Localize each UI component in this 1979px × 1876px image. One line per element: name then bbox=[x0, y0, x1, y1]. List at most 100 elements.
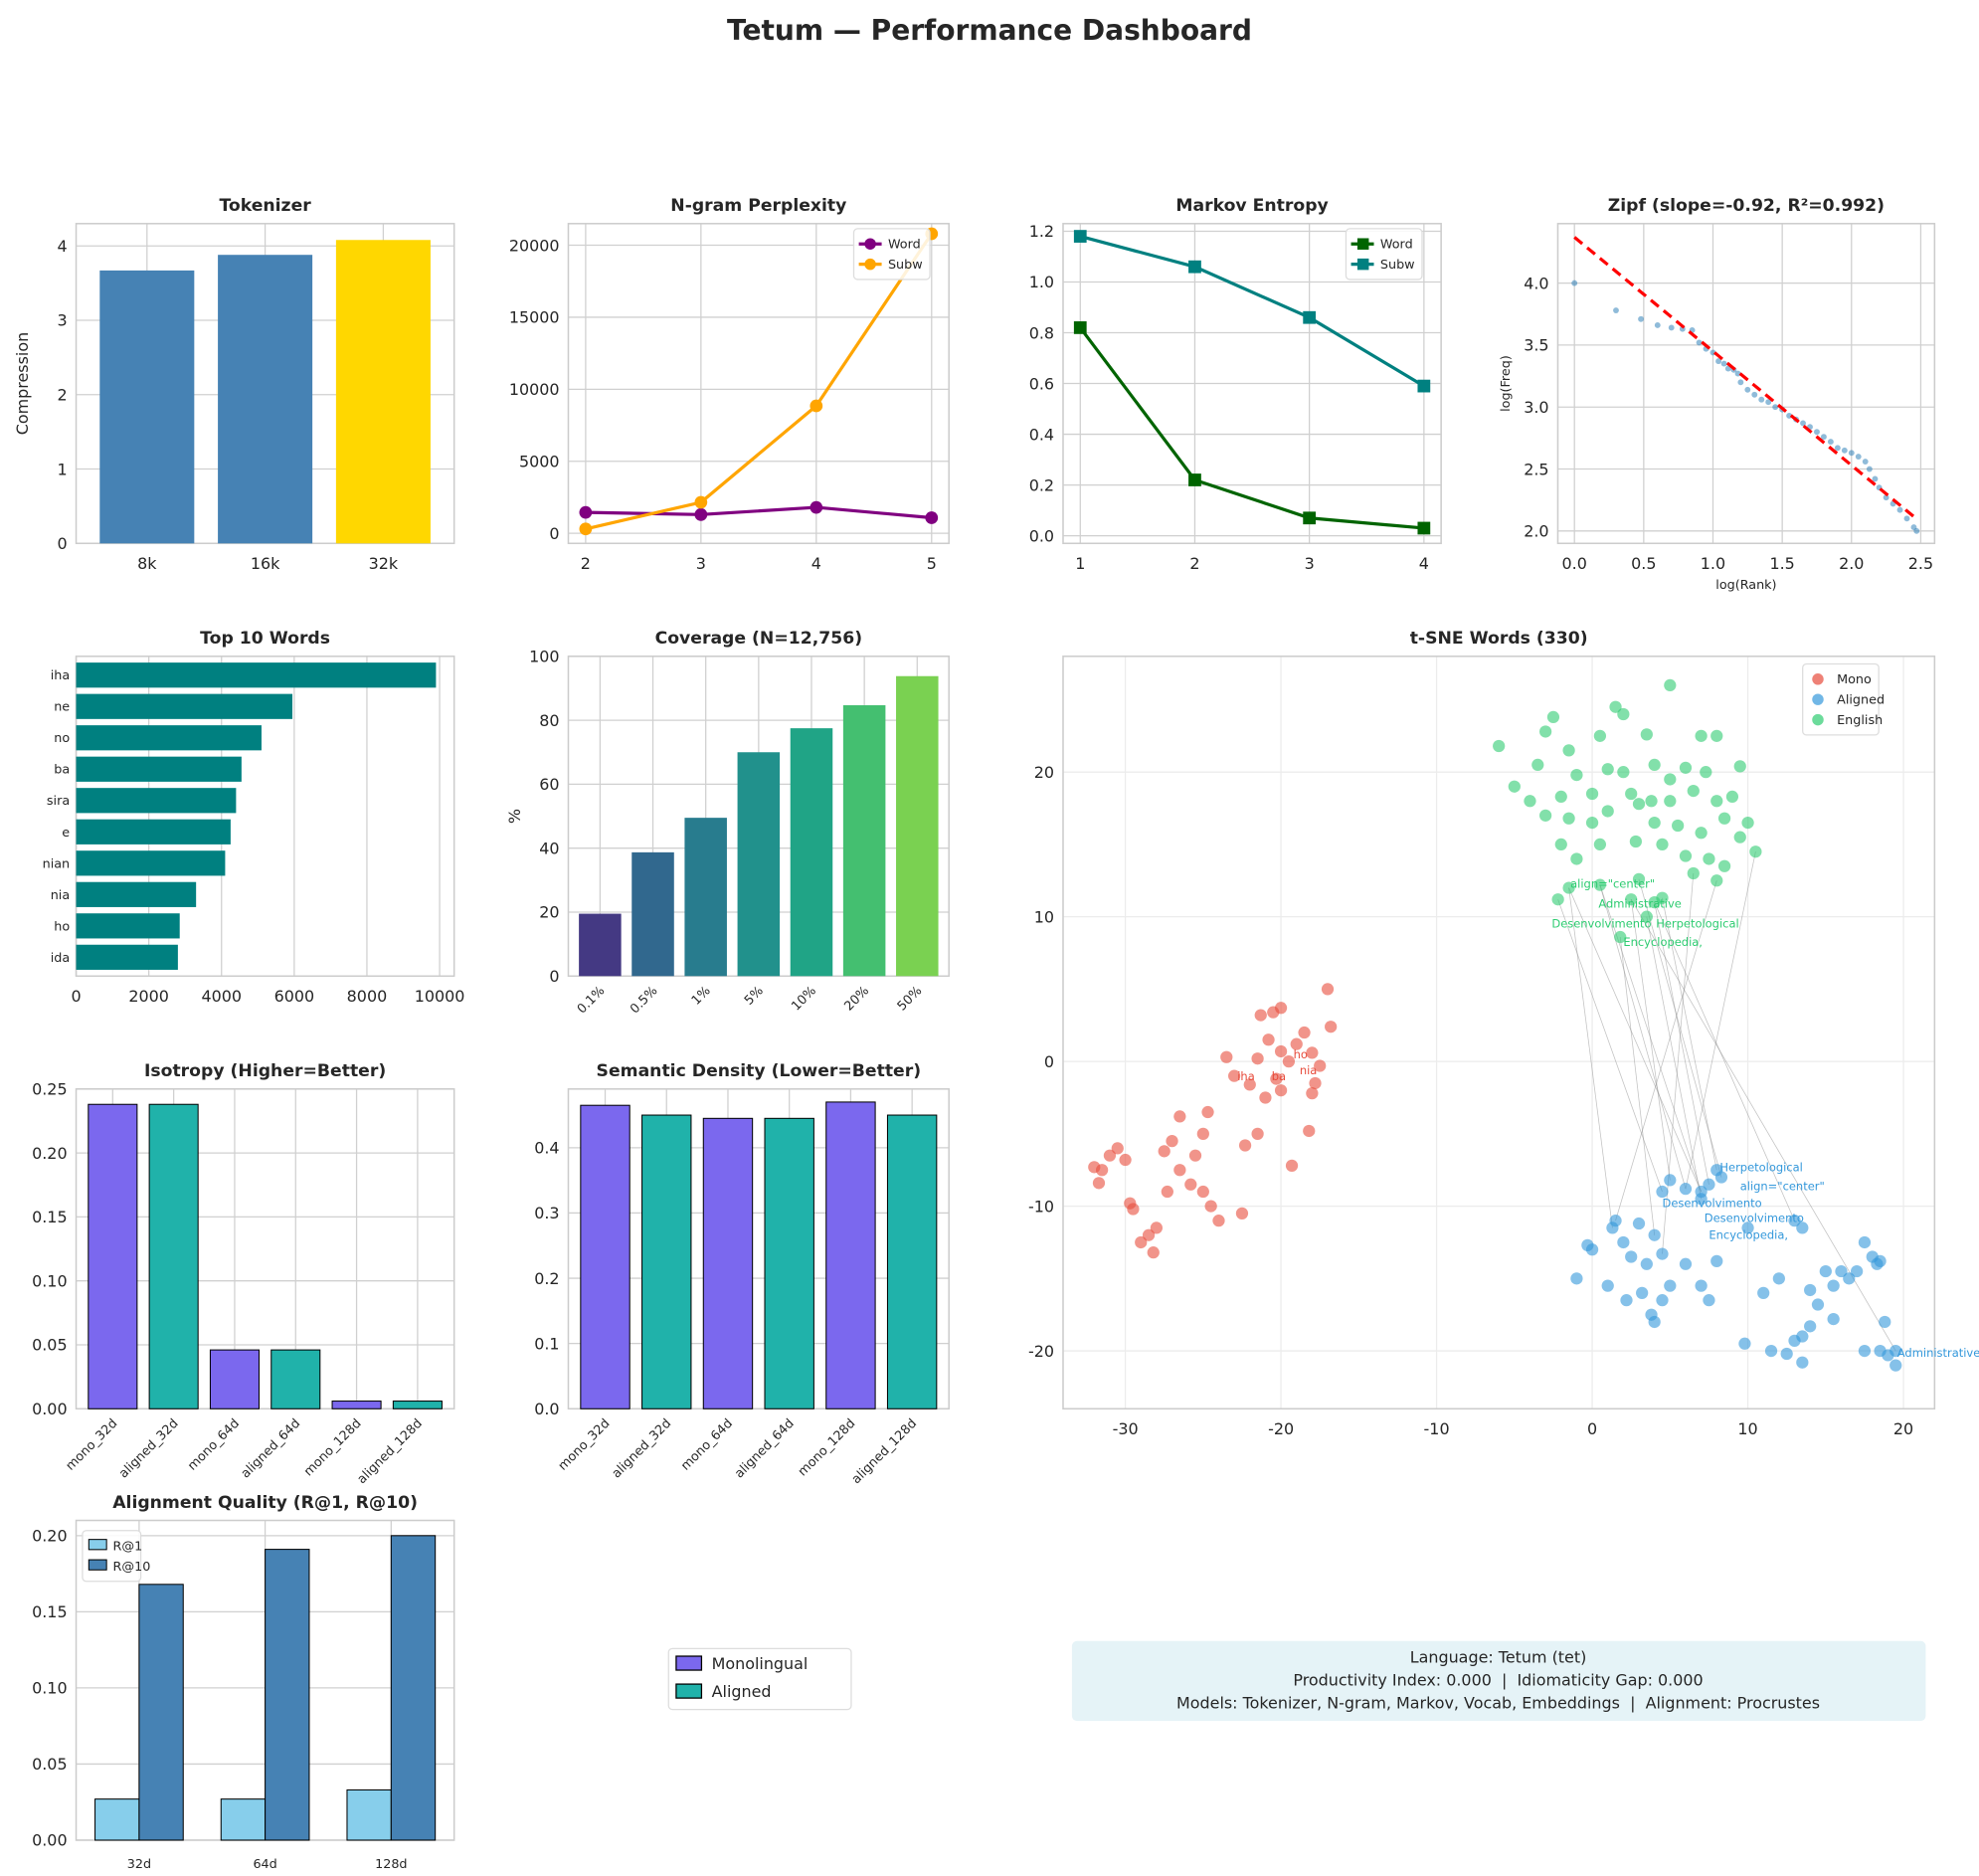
x-tick-label: 8k bbox=[137, 554, 157, 573]
alignment-link bbox=[1654, 902, 1709, 1185]
tsne-point-mono bbox=[1196, 1185, 1209, 1199]
bar-coverage bbox=[579, 913, 622, 977]
tsne-point-english bbox=[1645, 795, 1658, 808]
tsne-point-english bbox=[1625, 787, 1638, 801]
tsne-point-english bbox=[1531, 758, 1544, 772]
chart-title: Markov Entropy bbox=[1175, 196, 1328, 216]
legend-marker bbox=[864, 238, 876, 250]
chart-title: Coverage (N=12,756) bbox=[655, 629, 863, 649]
tsne-point-mono bbox=[1314, 1059, 1327, 1072]
y-tick-label: e bbox=[62, 826, 70, 841]
zipf-point bbox=[1903, 515, 1910, 522]
tsne-point-aligned bbox=[1850, 1264, 1864, 1278]
tsne-point-english bbox=[1664, 795, 1677, 808]
word-label: Encyclopedia, bbox=[1709, 1227, 1788, 1241]
bar-16k bbox=[218, 255, 313, 544]
x-tick-label: 8000 bbox=[347, 987, 388, 1006]
alignment-link bbox=[1568, 887, 1702, 1193]
tsne-point-aligned bbox=[1741, 1221, 1754, 1234]
y-tick-label: 4 bbox=[57, 237, 67, 256]
bar-sira bbox=[76, 788, 237, 814]
tsne-point-english bbox=[1679, 761, 1693, 774]
alignment-link bbox=[1615, 880, 1717, 1221]
tsne-point-aligned bbox=[1695, 1193, 1708, 1206]
data-point bbox=[1188, 260, 1201, 274]
alignment-link bbox=[1654, 901, 1795, 1221]
tsne-point-mono bbox=[1235, 1207, 1249, 1219]
bar-coverage bbox=[896, 675, 939, 977]
alignment-link bbox=[1638, 878, 1722, 1178]
tsne-point-aligned bbox=[1695, 1279, 1708, 1292]
zipf-point bbox=[1654, 322, 1661, 328]
tsne-point-mono bbox=[1088, 1161, 1101, 1174]
x-tick-label: 2.5 bbox=[1908, 554, 1933, 573]
x-tick-label: 4000 bbox=[201, 987, 242, 1006]
x-tick-label: aligned_32d bbox=[116, 1416, 182, 1482]
data-point bbox=[1303, 511, 1317, 525]
tsne-point-english bbox=[1648, 758, 1661, 772]
tsne-point-english bbox=[1710, 874, 1723, 887]
x-tick-label: mono_128d bbox=[796, 1416, 859, 1480]
y-tick-label: 0.20 bbox=[32, 1144, 67, 1163]
axes-frame bbox=[567, 223, 950, 545]
tsne-point-english bbox=[1554, 838, 1567, 851]
y-tick-label: 2.5 bbox=[1524, 460, 1548, 478]
bar-coverage bbox=[631, 851, 674, 977]
zipf-point bbox=[1896, 506, 1903, 513]
tsne-point-aligned bbox=[1664, 1279, 1677, 1292]
x-tick-label: 128d bbox=[375, 1857, 407, 1872]
tsne-point-english bbox=[1695, 827, 1708, 840]
tsne-point-mono bbox=[1306, 1087, 1319, 1100]
tsne-point-mono bbox=[1119, 1153, 1132, 1167]
x-tick-label: mono_64d bbox=[678, 1416, 736, 1474]
tsne-point-aligned bbox=[1757, 1286, 1770, 1300]
legend-label: Word bbox=[1380, 238, 1413, 253]
tsne-point-aligned bbox=[1601, 1279, 1614, 1292]
y-axis-label: log(Freq) bbox=[1499, 355, 1514, 412]
data-point bbox=[694, 495, 708, 509]
tsne-point-aligned bbox=[1819, 1264, 1832, 1278]
bar-aligned_64d bbox=[764, 1117, 814, 1409]
y-tick-label: 0 bbox=[549, 967, 559, 986]
tsne-point-mono bbox=[1161, 1185, 1173, 1199]
tsne-point-aligned bbox=[1788, 1215, 1801, 1227]
tsne-point-aligned bbox=[1585, 1243, 1599, 1256]
tsne-point-english bbox=[1601, 763, 1614, 776]
tsne-point-mono bbox=[1220, 1050, 1233, 1063]
tsne-point-english bbox=[1710, 795, 1723, 808]
tsne-point-mono bbox=[1285, 1159, 1299, 1172]
zipf-point bbox=[1814, 429, 1820, 436]
data-point bbox=[1188, 473, 1201, 486]
x-tick-label: 2.0 bbox=[1839, 554, 1864, 573]
zipf-point bbox=[1800, 420, 1806, 427]
shared-legend: Monolingual Aligned bbox=[667, 1647, 852, 1711]
zipf-point bbox=[1827, 439, 1834, 446]
zipf-point bbox=[1841, 447, 1848, 454]
bar-ne bbox=[76, 693, 293, 719]
legend: Mono Aligned English bbox=[1802, 662, 1885, 736]
y-tick-label: 0.15 bbox=[32, 1208, 67, 1226]
chart-panel: 0.1% 0.5% 1% 5% 10% 20% 50% 0 20 40 60 80 100 Coverag… bbox=[505, 629, 950, 1017]
bar-aligned_32d bbox=[148, 1103, 199, 1409]
bar-mono_32d bbox=[88, 1103, 138, 1409]
legend-label: Subw bbox=[1380, 258, 1415, 273]
tsne-point-aligned bbox=[1764, 1344, 1778, 1358]
x-tick-label: 3 bbox=[696, 554, 706, 573]
data-point bbox=[694, 507, 708, 521]
series-line-subw bbox=[585, 233, 934, 531]
tsne-point-english bbox=[1703, 852, 1715, 865]
tsne-point-mono bbox=[1251, 1127, 1264, 1140]
word-label: Desenvolvimento bbox=[1551, 917, 1651, 931]
y-tick-label: 1.0 bbox=[1029, 273, 1054, 291]
y-tick-label: 40 bbox=[539, 839, 559, 857]
tsne-point-mono bbox=[1103, 1149, 1117, 1162]
bar-e bbox=[76, 819, 231, 844]
bar-ho bbox=[76, 913, 180, 939]
data-point bbox=[925, 511, 939, 524]
chart-panel: 1 2 3 4 0.0 0.2 0.4 0.6 0.8 1.0 1.2 Markov Entropy W… bbox=[1029, 196, 1442, 573]
y-tick-label: 3.5 bbox=[1524, 336, 1548, 355]
tsne-point-english bbox=[1538, 725, 1552, 738]
tsne-point-aligned bbox=[1648, 1315, 1661, 1329]
y-tick-label: 100 bbox=[529, 648, 559, 666]
